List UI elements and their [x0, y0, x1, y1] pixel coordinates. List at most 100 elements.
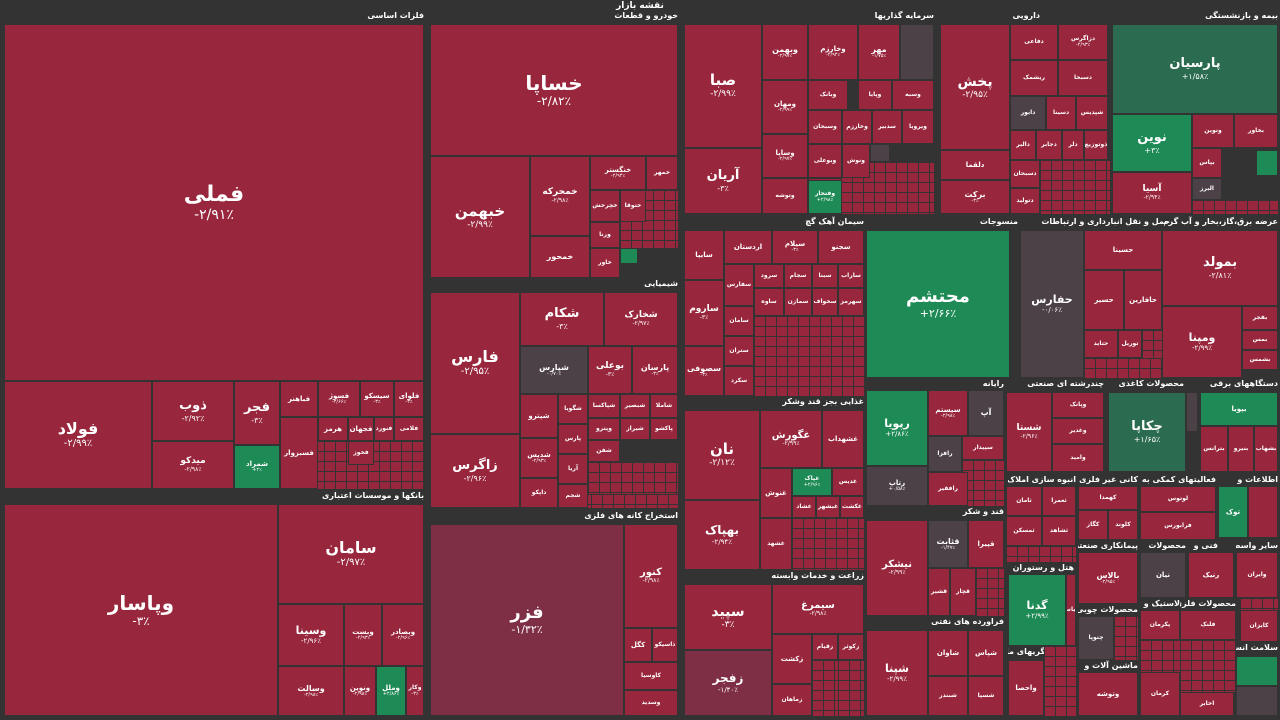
stock-tile[interactable]: داپکو: [520, 478, 558, 508]
stock-tile[interactable]: فملی -۲/۹۱٪: [4, 24, 424, 381]
stock-tile[interactable]: [1186, 392, 1198, 432]
stock-tile[interactable]: وبانک: [808, 80, 848, 110]
small-tiles-cluster[interactable]: [1040, 160, 1110, 214]
stock-tile[interactable]: ذوتوزیع: [1084, 130, 1108, 160]
stock-tile[interactable]: خبهمن -۲/۹۹٪: [430, 156, 530, 278]
stock-tile[interactable]: رپویا +۲/۸۶٪: [866, 390, 928, 466]
stock-tile[interactable]: شخارک -۲/۹۷٪: [604, 292, 678, 346]
stock-tile[interactable]: ساراب: [838, 264, 864, 288]
stock-tile[interactable]: پاکشو: [650, 418, 678, 440]
stock-tile[interactable]: بخاور: [1234, 114, 1278, 148]
stock-tile[interactable]: وپایا: [858, 80, 892, 110]
stock-tile[interactable]: شجم: [558, 484, 588, 508]
stock-tile[interactable]: وایران: [1236, 552, 1278, 598]
stock-tile[interactable]: فنورد: [374, 417, 394, 441]
stock-tile[interactable]: سجنو: [818, 230, 864, 264]
small-tiles-cluster[interactable]: [792, 518, 864, 570]
stock-tile[interactable]: ورنا: [590, 222, 620, 248]
stock-tile[interactable]: البرز: [1192, 178, 1222, 200]
stock-tile[interactable]: [1236, 656, 1278, 686]
small-tiles-cluster[interactable]: [1140, 640, 1180, 672]
stock-tile[interactable]: ویرویا: [902, 110, 934, 144]
stock-tile[interactable]: فلنک: [1180, 610, 1236, 640]
stock-tile[interactable]: وغدیر: [1052, 418, 1104, 444]
small-tiles-cluster[interactable]: [1114, 616, 1138, 660]
stock-tile[interactable]: شسپا: [968, 676, 1004, 716]
stock-tile[interactable]: بترانس: [1200, 426, 1228, 472]
stock-tile[interactable]: وتوشه: [762, 178, 808, 214]
stock-tile[interactable]: رافقیر: [928, 472, 968, 506]
stock-tile[interactable]: سمازن: [784, 288, 812, 316]
stock-tile[interactable]: شپارس -۰/۷۰٪: [520, 346, 588, 394]
stock-tile[interactable]: بشمس: [1242, 350, 1278, 370]
stock-tile[interactable]: فباهنر: [280, 381, 318, 417]
stock-tile[interactable]: کنور -۲/۹۸٪: [624, 524, 678, 628]
stock-tile[interactable]: واحصا: [1008, 660, 1044, 716]
stock-tile[interactable]: فولاد -۲/۹۹٪: [4, 381, 152, 489]
stock-tile[interactable]: سهرمز: [838, 288, 864, 316]
stock-tile[interactable]: سخواف: [812, 288, 838, 316]
stock-tile[interactable]: شپاکسا: [588, 394, 620, 418]
stock-tile[interactable]: کاوسیا: [624, 662, 678, 690]
stock-tile[interactable]: فسبزوار: [280, 417, 318, 489]
stock-tile[interactable]: دلقما: [940, 150, 1010, 180]
stock-tile[interactable]: خاور: [590, 248, 620, 278]
stock-tile[interactable]: سامان: [724, 306, 754, 336]
stock-tile[interactable]: شاملا: [650, 394, 678, 418]
small-tiles-cluster[interactable]: [1240, 598, 1278, 610]
stock-tile[interactable]: بمولد -۲/۸۱٪: [1162, 230, 1278, 306]
stock-tile[interactable]: وبصادر -۲/۹۶٪: [382, 604, 424, 666]
stock-tile[interactable]: وسالت -۲/۹۸٪: [278, 666, 344, 716]
stock-tile[interactable]: آسیا -۲/۹۴٪: [1112, 172, 1192, 214]
stock-tile[interactable]: برکت -۳٪: [940, 180, 1010, 214]
stock-tile[interactable]: ونوش: [842, 144, 870, 178]
stock-tile[interactable]: پخش -۲/۹۵٪: [940, 24, 1010, 150]
stock-tile[interactable]: شبصیر: [620, 394, 650, 418]
stock-tile[interactable]: سیستم -۲/۹۸٪: [928, 390, 968, 436]
stock-tile[interactable]: وبهمن -۲/۹۷٪: [762, 24, 808, 80]
stock-tile[interactable]: سایپا: [684, 230, 724, 280]
stock-tile[interactable]: شپدیس: [1076, 96, 1108, 130]
stock-tile[interactable]: بشهاب: [1254, 426, 1278, 472]
small-tiles-cluster[interactable]: [976, 568, 1004, 616]
stock-tile[interactable]: چکاپا +۱/۶۵٪: [1108, 392, 1186, 472]
stock-tile[interactable]: فلامی: [394, 417, 424, 441]
stock-tile[interactable]: سیلام -۳٪: [772, 230, 818, 264]
stock-tile[interactable]: غپاک +۲/۹۶٪: [792, 468, 832, 496]
stock-tile[interactable]: ذوب -۲/۹۲٪: [152, 381, 234, 441]
stock-tile[interactable]: نیان: [1140, 552, 1186, 598]
stock-tile[interactable]: غکشت: [840, 496, 864, 518]
stock-tile[interactable]: حافارین: [1124, 270, 1162, 330]
stock-tile[interactable]: زماهان: [772, 684, 812, 716]
stock-tile[interactable]: ریشمک: [1010, 60, 1058, 96]
stock-tile[interactable]: بوعلی -۳٪: [588, 346, 632, 394]
stock-tile[interactable]: وسدید: [624, 690, 678, 716]
stock-tile[interactable]: آریا: [558, 454, 588, 484]
stock-tile[interactable]: ثامان: [1006, 486, 1042, 516]
stock-tile[interactable]: صبا -۲/۹۹٪: [684, 24, 762, 148]
stock-tile[interactable]: [1248, 486, 1278, 538]
stock-tile[interactable]: کگل: [624, 628, 652, 662]
stock-tile[interactable]: سپیدار: [962, 436, 1004, 460]
stock-tile[interactable]: دسبحان: [1010, 160, 1040, 188]
stock-tile[interactable]: توریل: [1118, 330, 1142, 358]
stock-tile[interactable]: نان -۲/۱۲٪: [684, 410, 760, 500]
stock-tile[interactable]: [870, 144, 890, 162]
stock-tile[interactable]: ومپنا -۲/۹۹٪: [1162, 306, 1242, 378]
stock-tile[interactable]: [1236, 686, 1278, 716]
stock-tile[interactable]: مهر -۱/۷۵٪: [858, 24, 900, 80]
stock-tile[interactable]: چنوپا: [1078, 616, 1114, 660]
stock-tile[interactable]: محتشم +۲/۶۶٪: [866, 230, 1010, 378]
stock-tile[interactable]: ونوین -۲/۹۸٪: [344, 666, 376, 716]
stock-tile[interactable]: وامید: [1052, 444, 1104, 472]
stock-tile[interactable]: وبوعلی: [808, 144, 842, 178]
stock-tile[interactable]: نیشکر -۲/۹۹٪: [866, 520, 928, 616]
stock-tile[interactable]: نوین +۳٪: [1112, 114, 1192, 172]
stock-tile[interactable]: قپیرا: [968, 520, 1004, 568]
stock-tile[interactable]: وتوشه: [1078, 672, 1138, 716]
stock-tile[interactable]: ساوه: [754, 288, 784, 316]
stock-tile[interactable]: [1256, 150, 1278, 176]
stock-tile[interactable]: حسیر: [1084, 270, 1124, 330]
stock-tile[interactable]: وپانک: [1052, 392, 1104, 418]
small-tiles-cluster[interactable]: [1084, 358, 1162, 378]
